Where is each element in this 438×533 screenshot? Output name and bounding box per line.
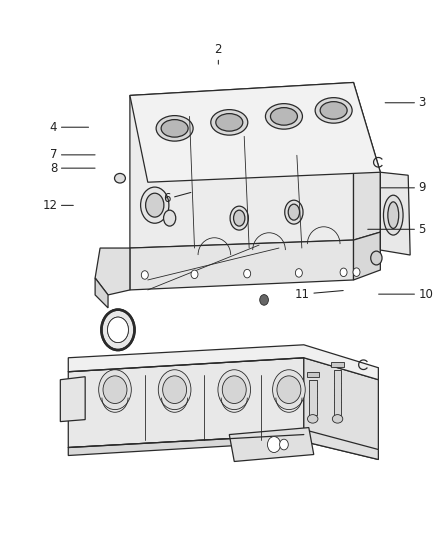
Ellipse shape <box>285 200 303 224</box>
Circle shape <box>279 439 288 450</box>
Text: 8: 8 <box>50 161 95 175</box>
Polygon shape <box>60 377 85 422</box>
Circle shape <box>191 270 198 279</box>
Ellipse shape <box>320 102 347 119</box>
Ellipse shape <box>315 98 352 123</box>
Polygon shape <box>130 83 380 182</box>
Polygon shape <box>304 430 378 459</box>
Ellipse shape <box>277 376 301 403</box>
Polygon shape <box>229 427 314 462</box>
Ellipse shape <box>156 116 193 141</box>
Text: 12: 12 <box>42 199 73 212</box>
Ellipse shape <box>265 103 303 129</box>
Polygon shape <box>130 83 353 248</box>
Polygon shape <box>304 358 378 451</box>
Polygon shape <box>95 248 130 295</box>
Polygon shape <box>380 172 410 255</box>
Ellipse shape <box>384 195 403 235</box>
Ellipse shape <box>158 370 191 410</box>
Polygon shape <box>353 232 380 280</box>
Ellipse shape <box>211 110 248 135</box>
Circle shape <box>141 271 148 279</box>
Text: 4: 4 <box>50 120 88 134</box>
Ellipse shape <box>114 173 125 183</box>
Text: 3: 3 <box>385 96 426 109</box>
Polygon shape <box>68 345 378 379</box>
Text: 10: 10 <box>378 288 434 301</box>
Ellipse shape <box>145 193 164 217</box>
Ellipse shape <box>270 108 297 125</box>
Polygon shape <box>332 362 344 367</box>
Circle shape <box>371 251 382 265</box>
Ellipse shape <box>233 210 245 226</box>
Text: 7: 7 <box>50 148 95 161</box>
Ellipse shape <box>216 114 243 131</box>
Polygon shape <box>130 240 353 290</box>
Circle shape <box>244 269 251 278</box>
Ellipse shape <box>99 370 131 410</box>
Ellipse shape <box>230 206 248 230</box>
Polygon shape <box>307 372 319 377</box>
Ellipse shape <box>388 202 399 229</box>
Ellipse shape <box>141 187 169 223</box>
Polygon shape <box>95 278 108 308</box>
Circle shape <box>107 317 128 343</box>
Text: 2: 2 <box>215 43 222 64</box>
Text: 9: 9 <box>381 181 426 195</box>
Circle shape <box>260 295 268 305</box>
Ellipse shape <box>162 376 187 403</box>
Ellipse shape <box>332 415 343 423</box>
Ellipse shape <box>218 370 251 410</box>
Circle shape <box>353 268 360 277</box>
Text: 5: 5 <box>368 223 426 236</box>
Polygon shape <box>334 370 342 415</box>
Ellipse shape <box>222 376 246 403</box>
Ellipse shape <box>307 415 318 423</box>
Polygon shape <box>68 434 378 459</box>
Ellipse shape <box>161 119 188 137</box>
Text: 6: 6 <box>163 192 191 206</box>
Polygon shape <box>68 358 304 448</box>
Text: 11: 11 <box>295 288 343 301</box>
Ellipse shape <box>272 370 305 410</box>
Circle shape <box>102 310 134 350</box>
Ellipse shape <box>288 204 300 220</box>
Polygon shape <box>353 83 380 240</box>
Ellipse shape <box>103 376 127 403</box>
Circle shape <box>268 437 280 453</box>
Ellipse shape <box>163 210 176 226</box>
Circle shape <box>295 269 302 277</box>
Polygon shape <box>309 379 317 415</box>
Circle shape <box>340 268 347 277</box>
